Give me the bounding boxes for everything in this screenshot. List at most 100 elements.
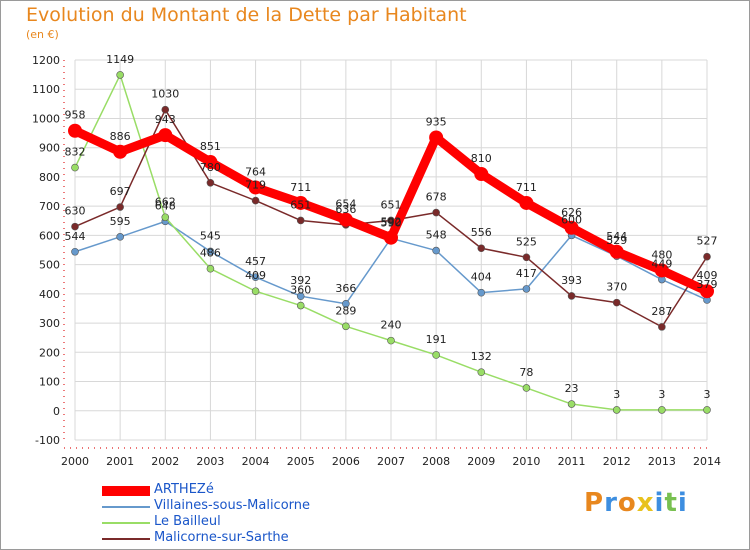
logo-letter: i	[677, 488, 688, 518]
y-tick-label: 1100	[32, 83, 60, 96]
data-point	[116, 203, 124, 211]
x-tick-label: 2006	[332, 455, 360, 468]
data-label: 3	[613, 388, 620, 401]
data-label: 648	[155, 199, 176, 212]
data-label: 654	[335, 198, 356, 211]
data-label: 548	[426, 229, 447, 242]
x-tick-label: 2007	[377, 455, 405, 468]
x-tick-label: 2009	[467, 455, 495, 468]
chart-title: Evolution du Montant de la Dette par Hab…	[26, 4, 467, 26]
data-label: 3	[704, 388, 711, 401]
data-label: 287	[651, 305, 672, 318]
x-tick-label: 2011	[558, 455, 586, 468]
data-point	[567, 292, 576, 300]
data-label: 958	[65, 109, 86, 122]
logo-letter: o	[617, 488, 637, 518]
data-label: 1030	[151, 88, 179, 101]
data-point	[522, 285, 531, 293]
data-label: 678	[426, 191, 447, 204]
data-label: 711	[290, 181, 311, 194]
legend-label: Malicorne-sur-Sarthe	[154, 530, 289, 545]
legend-label: Villaines-sous-Malicorne	[154, 498, 311, 513]
logo-letter: i	[654, 488, 665, 518]
y-tick-label: 700	[39, 200, 60, 213]
data-point	[700, 284, 714, 299]
y-tick-label: 900	[39, 142, 60, 155]
data-label: 525	[516, 235, 537, 248]
legend-swatch	[102, 506, 150, 508]
data-point	[567, 400, 576, 408]
data-label: 662	[155, 195, 176, 208]
data-point	[522, 253, 531, 262]
data-label: 366	[335, 282, 356, 295]
data-label: 393	[561, 274, 582, 287]
chart-subtitle: (en €)	[26, 28, 59, 41]
x-tick-label: 2010	[512, 455, 540, 468]
x-tick-label: 2002	[151, 455, 179, 468]
legend-label: ARTHEZé	[154, 482, 214, 497]
x-tick-label: 2001	[106, 455, 134, 468]
data-label: 544	[606, 230, 627, 243]
data-point	[116, 233, 124, 241]
data-point	[68, 123, 82, 138]
data-point	[293, 195, 308, 210]
y-tick-label: 400	[39, 288, 60, 301]
data-point	[251, 196, 260, 205]
data-point	[432, 208, 440, 217]
legend-label: Le Bailleul	[154, 514, 221, 529]
data-point	[477, 368, 486, 376]
data-label: 636	[335, 203, 356, 216]
data-point	[296, 216, 305, 225]
data-label: 780	[200, 161, 221, 174]
data-label: 592	[381, 216, 402, 229]
data-label: 719	[245, 179, 266, 192]
logo-letter: P	[584, 488, 605, 518]
data-label: 191	[426, 333, 447, 346]
x-tick-label: 2013	[648, 455, 676, 468]
data-label: 1149	[106, 53, 134, 66]
data-point	[477, 288, 486, 297]
data-point	[296, 292, 305, 300]
data-point	[477, 244, 486, 253]
y-tick-label: 1200	[32, 54, 60, 67]
data-point	[612, 298, 621, 307]
data-point	[338, 212, 353, 227]
y-tick-label: 500	[39, 259, 60, 272]
data-point	[206, 264, 215, 273]
proxiti-logo: Proxiti	[584, 488, 688, 518]
data-label: 457	[245, 255, 266, 268]
x-tick-label: 2014	[693, 455, 721, 468]
data-point	[206, 178, 215, 187]
data-point	[206, 247, 215, 256]
data-point	[248, 180, 263, 195]
legend-swatch	[102, 538, 150, 540]
logo-letter: r	[604, 488, 618, 518]
data-point	[251, 287, 260, 296]
data-label: 417	[516, 267, 537, 280]
data-label: 132	[471, 350, 492, 363]
data-label: 630	[65, 205, 86, 218]
data-point	[654, 263, 669, 278]
data-label: 590	[381, 216, 402, 229]
data-point	[161, 105, 170, 114]
data-point	[342, 322, 350, 331]
data-point	[612, 406, 621, 414]
x-tick-label: 2008	[422, 455, 450, 468]
x-tick-label: 2012	[603, 455, 631, 468]
data-label: 935	[426, 115, 447, 128]
data-point	[384, 230, 398, 245]
data-point	[203, 155, 218, 170]
y-tick-label: 300	[39, 317, 60, 330]
data-point	[703, 406, 711, 414]
logo-letter: t	[664, 488, 678, 518]
data-point	[71, 222, 79, 231]
data-label: 697	[110, 185, 131, 198]
data-label: 379	[697, 278, 718, 291]
data-label: 764	[245, 165, 266, 178]
data-label: 545	[200, 229, 221, 242]
data-label: 486	[200, 247, 221, 260]
data-point	[71, 163, 79, 172]
data-label: 3	[658, 388, 665, 401]
data-label: 392	[290, 274, 311, 287]
